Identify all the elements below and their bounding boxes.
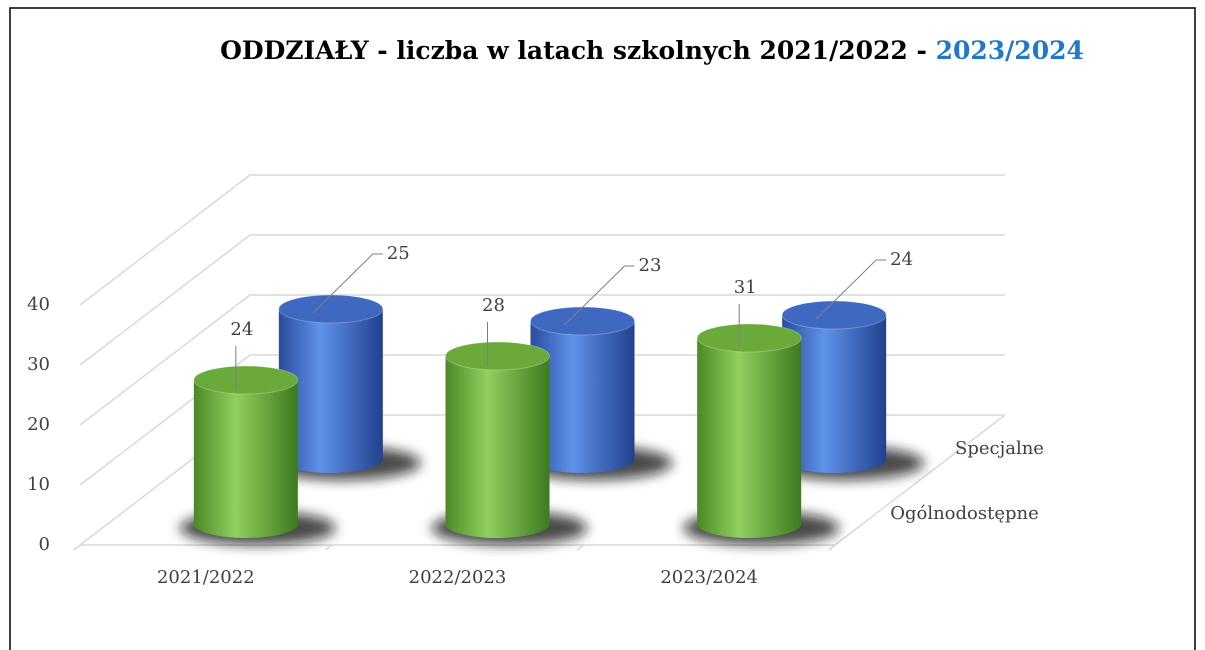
data-label: 28 [482,295,505,316]
grid-line [79,174,251,306]
bar [193,380,298,538]
x-tick [576,544,584,551]
bar-top [193,365,299,395]
bar [278,309,383,474]
y-tick-label: 40 [27,294,50,315]
legend-label: Ogólnodostępne [890,503,1039,524]
x-tick-label: 2021/2022 [157,567,255,588]
grid-line [79,234,251,366]
x-tick [325,544,333,551]
data-label: 23 [639,255,662,276]
bar-top [445,341,550,371]
legend-label: Specjalne [955,438,1044,459]
data-label: 24 [890,249,913,270]
depth-axis [834,414,1006,546]
grid-line [79,294,251,426]
bar-top [530,306,635,336]
x-tick [73,544,81,551]
x-tick [828,544,836,551]
leader-line [312,253,383,314]
bar [697,338,802,538]
bar [445,356,550,538]
y-tick-label: 10 [27,474,50,495]
leader-line [564,265,635,326]
bar-top [781,300,887,330]
bar [530,321,635,474]
frame [9,7,1196,650]
leader-line [815,259,887,320]
y-tick-label: 0 [39,534,50,555]
data-label: 25 [387,243,410,264]
x-tick-label: 2023/2024 [660,567,758,588]
x-tick-label: 2022/2023 [409,567,507,588]
bar-top [278,294,384,324]
title-highlight: 2023/2024 [936,36,1084,65]
y-tick-label: 20 [27,414,50,435]
bar-top [696,323,802,353]
chart-title: ODDZIAŁY - liczba w latach szkolnych 202… [220,36,1084,65]
data-label: 24 [230,319,253,340]
y-tick-label: 30 [27,354,50,375]
title-main: ODDZIAŁY - liczba w latach szkolnych 202… [220,36,927,65]
bar [782,315,887,474]
data-label: 31 [734,277,757,298]
